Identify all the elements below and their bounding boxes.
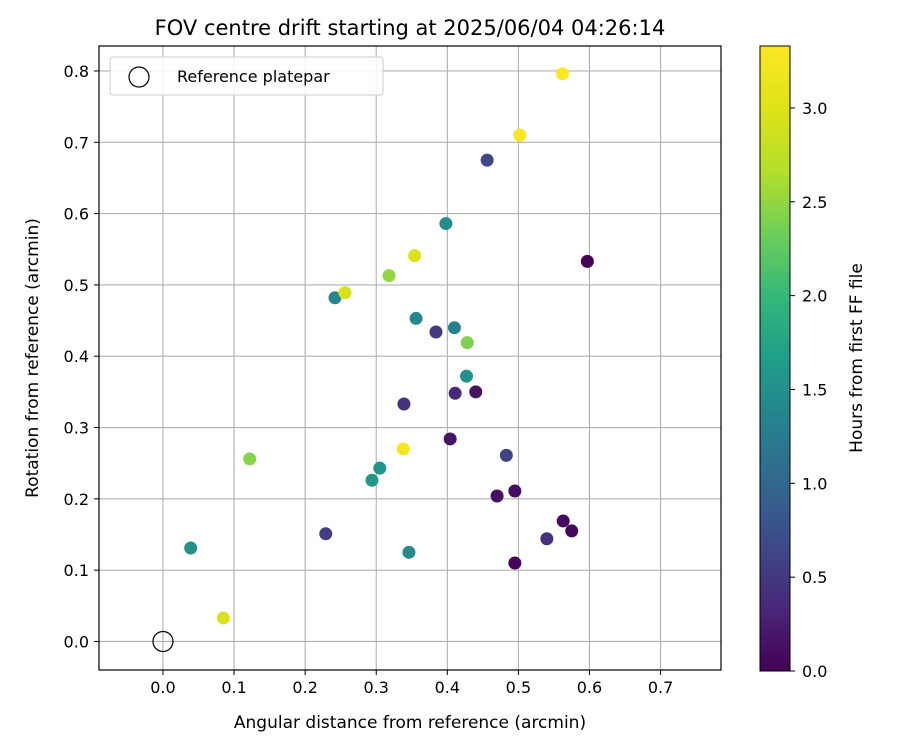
y-tick-label: 0.5 <box>64 276 89 295</box>
x-tick-label: 0.2 <box>292 678 317 697</box>
data-point <box>508 556 522 570</box>
grid-lines <box>99 46 721 670</box>
data-point <box>499 448 513 462</box>
y-tick-label: 0.2 <box>64 490 89 509</box>
data-point <box>408 249 422 263</box>
data-point <box>402 545 416 559</box>
x-axis-label: Angular distance from reference (arcmin) <box>234 713 586 733</box>
x-axis-ticks: 0.0 0.1 0.2 0.3 0.4 0.5 0.6 0.7 <box>150 670 673 697</box>
data-point <box>243 452 257 466</box>
legend-box <box>109 56 384 96</box>
reference-platepar-marker <box>152 630 174 653</box>
data-point <box>580 254 594 268</box>
colorbar-tick-label: 0.0 <box>802 662 827 681</box>
data-point <box>382 269 396 283</box>
data-point <box>469 385 483 399</box>
chart-title: FOV centre drift starting at 2025/06/04 … <box>155 16 666 40</box>
data-point <box>429 325 443 339</box>
data-point <box>480 153 494 167</box>
data-points <box>184 67 594 625</box>
data-point <box>338 286 352 300</box>
y-axis-label: Rotation from reference (arcmin) <box>23 218 43 498</box>
x-tick-label: 0.6 <box>577 678 602 697</box>
data-point <box>490 489 504 503</box>
x-tick-label: 0.5 <box>506 678 531 697</box>
colorbar-tick-label: 1.0 <box>802 474 827 493</box>
legend-label-reference: Reference platepar <box>177 67 330 86</box>
colorbar-tick-label: 3.0 <box>802 99 827 118</box>
plot-area-frame <box>98 45 722 671</box>
data-point <box>447 321 461 335</box>
data-point <box>396 442 410 456</box>
legend-reference-marker <box>128 66 150 88</box>
colorbar-ticks: 0.0 0.5 1.0 1.5 2.0 2.5 3.0 <box>790 99 827 681</box>
x-tick-label: 0.7 <box>648 678 673 697</box>
data-point <box>448 386 462 400</box>
data-point <box>513 128 527 142</box>
data-point <box>365 473 379 487</box>
colorbar-gradient <box>759 45 791 672</box>
data-point <box>508 484 522 498</box>
data-point <box>540 532 554 546</box>
data-point <box>460 336 474 350</box>
x-tick-label: 0.1 <box>221 678 246 697</box>
data-point <box>328 291 342 305</box>
data-point <box>439 217 453 231</box>
data-point <box>555 67 569 81</box>
data-point <box>216 611 230 625</box>
y-tick-label: 0.7 <box>64 133 89 152</box>
data-point <box>460 369 474 383</box>
y-tick-label: 0.4 <box>64 347 89 366</box>
data-point <box>443 432 457 446</box>
colorbar-tick-label: 2.0 <box>802 287 827 306</box>
data-point <box>373 461 387 475</box>
y-tick-label: 0.8 <box>64 62 89 81</box>
legend: Reference platepar <box>109 56 384 96</box>
data-point <box>184 541 198 555</box>
x-tick-label: 0.4 <box>435 678 460 697</box>
colorbar: 0.0 0.5 1.0 1.5 2.0 2.5 3.0 Hours from first F… <box>759 45 867 681</box>
reference-marker-group <box>152 630 174 653</box>
data-point <box>409 311 423 325</box>
data-point <box>319 527 333 541</box>
data-point <box>556 514 570 528</box>
colorbar-tick-label: 1.5 <box>802 380 827 399</box>
data-point <box>397 397 411 411</box>
colorbar-label: Hours from first FF file <box>847 263 867 453</box>
x-tick-label: 0.3 <box>364 678 389 697</box>
y-tick-label: 0.0 <box>64 632 89 651</box>
colorbar-tick-label: 0.5 <box>802 568 827 587</box>
y-tick-label: 0.1 <box>64 561 89 580</box>
colorbar-tick-label: 2.5 <box>802 193 827 212</box>
y-axis-ticks: 0.0 0.1 0.2 0.3 0.4 0.5 0.6 0.7 0.8 <box>64 62 99 651</box>
data-point <box>565 524 579 538</box>
y-tick-label: 0.3 <box>64 419 89 438</box>
x-tick-label: 0.0 <box>150 678 175 697</box>
y-tick-label: 0.6 <box>64 205 89 224</box>
